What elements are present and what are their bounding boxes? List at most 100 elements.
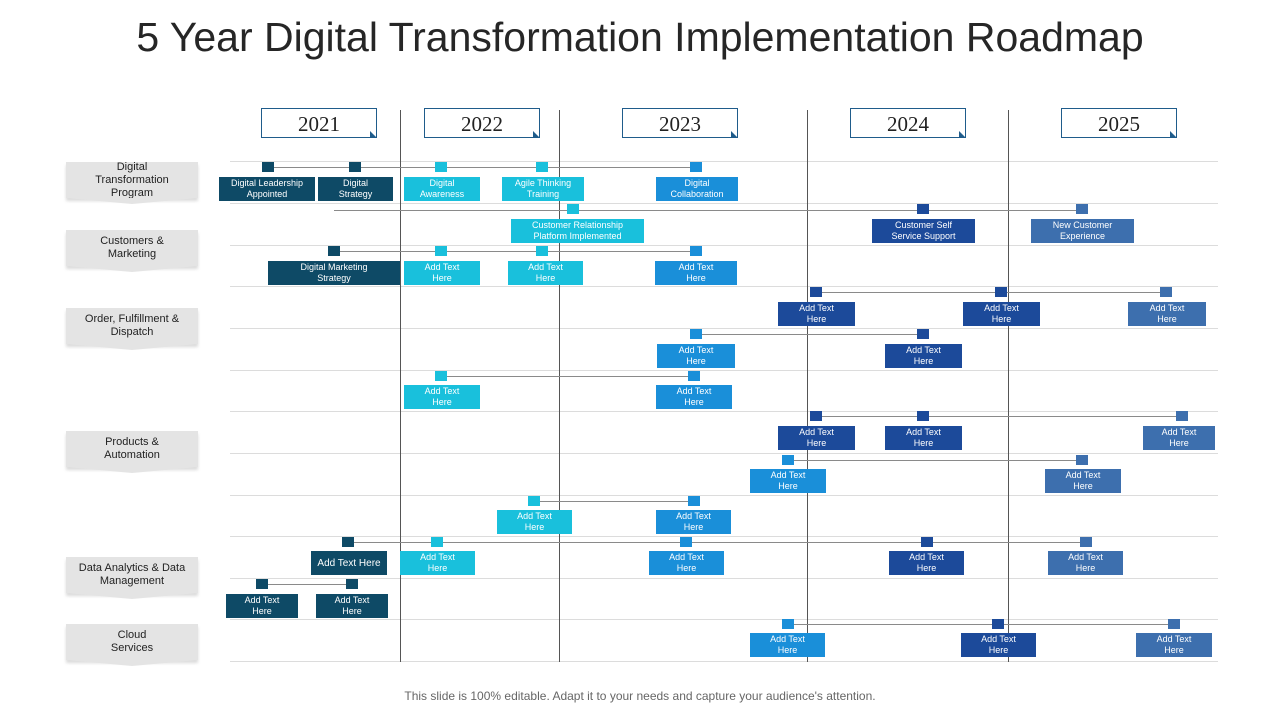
milestone-box: Digital Awareness xyxy=(404,177,480,201)
row-divider xyxy=(230,203,1218,204)
milestone-box: Digital Strategy xyxy=(318,177,393,201)
milestone-box: Add Text Here xyxy=(404,385,480,409)
milestone-box: Add Text Here xyxy=(885,426,962,450)
year-divider xyxy=(1008,110,1009,662)
footer-note: This slide is 100% editable. Adapt it to… xyxy=(404,689,876,703)
category-tag: Data Analytics & Data Management xyxy=(66,557,198,599)
year-label-2021: 2021 xyxy=(261,108,377,138)
milestone-marker xyxy=(528,496,540,506)
milestone-marker xyxy=(435,246,447,256)
milestone-marker xyxy=(536,162,548,172)
milestone-marker xyxy=(262,162,274,172)
row-divider xyxy=(230,161,1218,162)
milestone-box: Add Text Here xyxy=(311,551,387,575)
row-divider xyxy=(230,495,1218,496)
milestone-box: Customer Self Service Support xyxy=(872,219,975,243)
milestone-marker xyxy=(917,329,929,339)
year-corner-fold xyxy=(1170,131,1177,138)
milestone-marker xyxy=(690,329,702,339)
milestone-box: Add Text Here xyxy=(656,385,732,409)
connector-line xyxy=(788,460,1085,461)
category-tag: Products & Automation xyxy=(66,431,198,473)
milestone-box: Add Text Here xyxy=(497,510,572,534)
row-divider xyxy=(230,286,1218,287)
connector-line xyxy=(694,334,925,335)
milestone-marker xyxy=(992,619,1004,629)
milestone-marker xyxy=(536,246,548,256)
connector-line xyxy=(334,210,1085,211)
milestone-box: Add Text Here xyxy=(885,344,962,368)
milestone-box: Add Text Here xyxy=(778,302,855,326)
milestone-marker xyxy=(328,246,340,256)
milestone-marker xyxy=(435,371,447,381)
milestone-box: Add Text Here xyxy=(1136,633,1212,657)
year-label-2024: 2024 xyxy=(850,108,966,138)
category-tag: Digital Transformation Program xyxy=(66,161,198,204)
milestone-marker xyxy=(690,246,702,256)
milestone-marker xyxy=(680,537,692,547)
milestone-marker xyxy=(917,204,929,214)
category-tag: Cloud Services xyxy=(66,624,198,666)
milestone-marker xyxy=(782,455,794,465)
milestone-box: Customer Relationship Platform Implement… xyxy=(511,219,644,243)
row-divider xyxy=(230,411,1218,412)
year-corner-fold xyxy=(731,131,738,138)
milestone-box: Add Text Here xyxy=(889,551,964,575)
milestone-marker xyxy=(1160,287,1172,297)
milestone-box: Add Text Here xyxy=(649,551,724,575)
milestone-marker xyxy=(342,537,354,547)
milestone-box: Digital Collaboration xyxy=(656,177,738,201)
milestone-box: Add Text Here xyxy=(508,261,583,285)
milestone-box: Add Text Here xyxy=(316,594,388,618)
row-divider xyxy=(230,453,1218,454)
milestone-marker xyxy=(688,371,700,381)
milestone-box: Add Text Here xyxy=(963,302,1040,326)
milestone-box: Add Text Here xyxy=(1048,551,1123,575)
milestone-marker xyxy=(921,537,933,547)
row-divider xyxy=(230,578,1218,579)
milestone-box: Add Text Here xyxy=(655,261,737,285)
year-divider xyxy=(400,110,401,662)
connector-line xyxy=(815,416,1185,417)
milestone-marker xyxy=(810,287,822,297)
connector-line xyxy=(348,542,1088,543)
connector-line xyxy=(534,501,695,502)
connector-line xyxy=(815,292,1170,293)
milestone-box: Digital Marketing Strategy xyxy=(268,261,400,285)
milestone-marker xyxy=(690,162,702,172)
year-label-2022: 2022 xyxy=(424,108,540,138)
milestone-marker xyxy=(256,579,268,589)
milestone-marker xyxy=(1168,619,1180,629)
milestone-marker xyxy=(1080,537,1092,547)
category-tag: Order, Fulfillment & Dispatch xyxy=(66,308,198,350)
year-corner-fold xyxy=(959,131,966,138)
milestone-box: Add Text Here xyxy=(656,510,731,534)
milestone-marker xyxy=(1076,455,1088,465)
milestone-box: Add Text Here xyxy=(750,469,826,493)
connector-line xyxy=(788,624,1176,625)
milestone-marker xyxy=(349,162,361,172)
milestone-box: Digital Leadership Appointed xyxy=(219,177,315,201)
row-divider xyxy=(230,619,1218,620)
milestone-box: Add Text Here xyxy=(1128,302,1206,326)
milestone-box: New Customer Experience xyxy=(1031,219,1134,243)
connector-line xyxy=(262,584,352,585)
milestone-box: Agile Thinking Training xyxy=(502,177,584,201)
milestone-marker xyxy=(435,162,447,172)
row-divider xyxy=(230,245,1218,246)
year-divider xyxy=(559,110,560,662)
milestone-box: Add Text Here xyxy=(750,633,825,657)
row-divider xyxy=(230,661,1218,662)
milestone-marker xyxy=(1176,411,1188,421)
milestone-box: Add Text Here xyxy=(1143,426,1215,450)
milestone-marker xyxy=(810,411,822,421)
milestone-box: Add Text Here xyxy=(657,344,735,368)
milestone-box: Add Text Here xyxy=(400,551,475,575)
milestone-box: Add Text Here xyxy=(404,261,480,285)
milestone-marker xyxy=(688,496,700,506)
year-label-2025: 2025 xyxy=(1061,108,1177,138)
milestone-marker xyxy=(917,411,929,421)
row-divider xyxy=(230,370,1218,371)
milestone-marker xyxy=(431,537,443,547)
